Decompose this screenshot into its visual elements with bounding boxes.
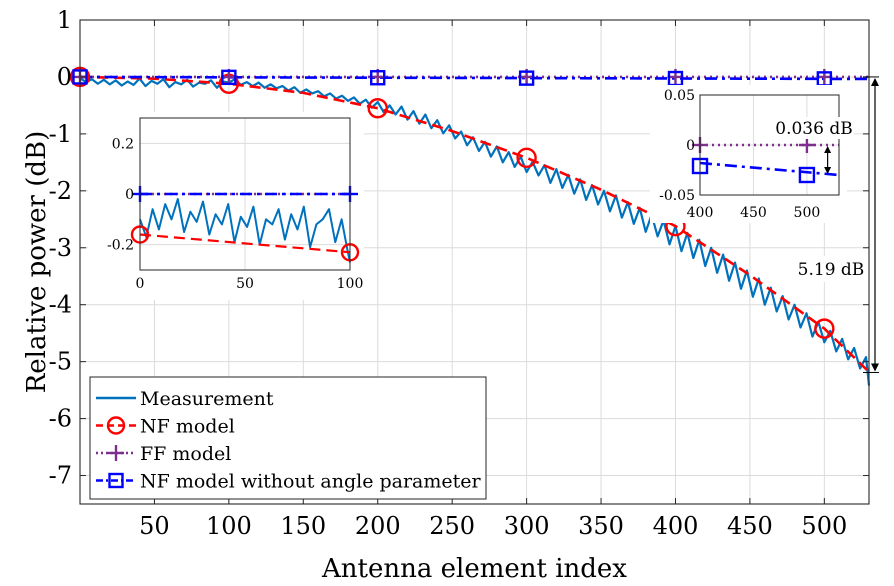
series-marker-3 (370, 70, 386, 86)
legend-marker (108, 445, 124, 461)
inset-right-bg (650, 85, 847, 223)
axes-box (79, 19, 870, 505)
legend-box (89, 376, 487, 500)
y-tick-label: 0 (57, 63, 72, 91)
inset-right-annotation-label: 0.036 dB (775, 119, 852, 139)
legend-label: Measurement (140, 388, 274, 410)
annotation-arrowhead (871, 363, 879, 372)
inset-left-x-tick-label: 100 (337, 276, 364, 292)
series-group (69, 66, 871, 386)
inset-left-x-tick-label: 0 (136, 276, 145, 292)
legend: Measurement NF model FF model NF model with… (89, 376, 487, 500)
inset-left-nf-line (139, 233, 351, 254)
y-tick-label: -6 (49, 405, 72, 433)
y-tick-label: 1 (57, 6, 72, 34)
inset-left-y-tick-label: -0.2 (107, 238, 134, 254)
series-marker-1 (814, 318, 835, 339)
x-tick-label: 300 (504, 512, 550, 540)
y-tick-label: -2 (49, 177, 72, 205)
inset-right-annotation-arrowhead (824, 146, 832, 153)
x-tick-label: 450 (727, 512, 773, 540)
series-marker-3 (518, 70, 535, 86)
inset-right-x-tick-label: 450 (740, 205, 767, 221)
inset-right-box (699, 94, 840, 196)
inset-right-y-tick-label: -0.05 (659, 188, 695, 204)
legend-marker (106, 416, 126, 435)
x-tick-label: 250 (429, 512, 475, 540)
x-tick-label: 150 (280, 512, 326, 540)
legend-label: NF model without angle parameter (140, 471, 482, 493)
inset-right-plus-marker (798, 137, 815, 153)
inset-right-square-marker (798, 166, 816, 184)
annotation-arrowhead (871, 77, 879, 86)
x-tick-label: 400 (653, 512, 699, 540)
x-tick-label: 50 (139, 512, 170, 540)
y-tick-label: -7 (49, 462, 72, 490)
x-axis-title: Antenna element index (321, 554, 627, 584)
inset-right-y-tick-label: 0 (686, 138, 695, 154)
series-line-3 (79, 75, 870, 81)
inset-left-box (139, 117, 351, 271)
y-tick-label: -4 (49, 291, 72, 319)
inset-left-x-tick-label: 50 (236, 276, 254, 292)
series-marker-1 (367, 98, 388, 119)
inset-left-y-tick-label: 0.2 (112, 136, 134, 152)
legend-label: NF model (140, 416, 235, 438)
annotation-bg (795, 256, 867, 282)
inset-right-annotation-bg (770, 117, 854, 139)
inset-right: 400 450 500 0.05 0 -0.05 0.036 dB (650, 85, 854, 223)
x-tick-label: 350 (578, 512, 624, 540)
series-marker-1 (516, 147, 537, 168)
ticks: 50 100 150 200 250 300 350 400 450 50010-1-2-3-4-… (49, 6, 869, 540)
x-tick-label: 200 (355, 512, 401, 540)
inset-right-y-tick-label: 0.05 (664, 88, 695, 104)
x-tick-label: 500 (801, 512, 847, 540)
series-marker-3 (221, 69, 237, 86)
series-line-1 (79, 75, 870, 373)
y-tick-label: -1 (49, 120, 72, 148)
inset-left-measurement (139, 198, 351, 263)
legend-marker (108, 472, 124, 489)
annotation-5-19: 5.19 dB (795, 76, 879, 373)
inset-right-annotation-arrowhead (824, 167, 832, 174)
inset-right-x-tick-label: 500 (794, 205, 821, 221)
inset-right-x-tick-label: 400 (687, 205, 714, 221)
inset-left-y-tick-label: 0 (125, 187, 134, 203)
series-line-0 (79, 77, 871, 386)
legend-label: FF model (140, 443, 231, 465)
inset-right-nf-no-angle-line (699, 161, 840, 177)
annotation-label: 5.19 dB (798, 260, 865, 280)
y-axis-title: Relative power (dB) (22, 131, 52, 394)
y-tick-label: -5 (49, 348, 72, 376)
inset-left: 0 50 100 0.2 0 -0.2 (88, 112, 364, 300)
y-tick-label: -3 (49, 234, 72, 262)
x-tick-label: 100 (206, 512, 252, 540)
